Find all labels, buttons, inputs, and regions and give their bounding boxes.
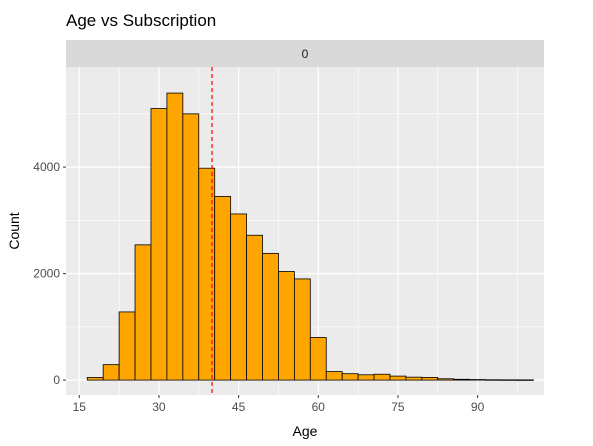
histogram-bar xyxy=(309,337,327,381)
histogram-bar xyxy=(469,379,486,381)
chart-title: Age vs Subscription xyxy=(66,11,216,30)
histogram-bar xyxy=(517,379,534,381)
histogram-bar xyxy=(118,311,136,381)
y-tick-label: 2000 xyxy=(33,267,60,281)
histogram-bar xyxy=(150,108,168,381)
histogram-bar xyxy=(485,379,502,381)
x-axis-ticks: 15 30 45 60 75 90 xyxy=(73,395,485,414)
histogram-bar xyxy=(166,92,184,381)
y-tick-label: 0 xyxy=(53,373,60,387)
histogram-bar xyxy=(102,364,120,381)
histogram-bar xyxy=(437,378,455,381)
y-tick-label: 4000 xyxy=(33,160,60,174)
histogram-bar xyxy=(389,375,407,381)
histogram-bar xyxy=(373,373,391,381)
histogram-bar xyxy=(278,271,295,381)
histogram-bar xyxy=(421,377,439,381)
histogram-bar xyxy=(405,376,423,381)
histogram-bar xyxy=(453,378,471,381)
y-axis-ticks: 0 2000 4000 xyxy=(33,160,66,387)
histogram-bars xyxy=(86,92,534,381)
histogram-bar xyxy=(182,113,200,381)
facet-strip xyxy=(66,40,544,67)
histogram-bar xyxy=(357,374,375,381)
x-tick-label: 15 xyxy=(73,400,87,414)
histogram-bar xyxy=(341,373,359,381)
histogram-bar xyxy=(246,234,263,381)
histogram-bar xyxy=(214,195,232,381)
histogram-bar xyxy=(86,377,104,381)
x-tick-label: 30 xyxy=(152,400,166,414)
histogram-bar xyxy=(262,252,279,381)
x-tick-label: 60 xyxy=(312,400,326,414)
histogram-bar xyxy=(325,371,343,381)
y-axis-title: Count xyxy=(6,212,22,249)
histogram-bar xyxy=(293,278,311,381)
facet-strip-label: 0 xyxy=(302,47,309,61)
x-tick-label: 90 xyxy=(471,400,485,414)
x-tick-label: 45 xyxy=(232,400,246,414)
x-axis-title: Age xyxy=(293,423,318,439)
x-tick-label: 75 xyxy=(391,400,405,414)
histogram-bar xyxy=(230,213,247,381)
histogram-bar xyxy=(501,379,518,381)
histogram-bar xyxy=(134,244,152,381)
